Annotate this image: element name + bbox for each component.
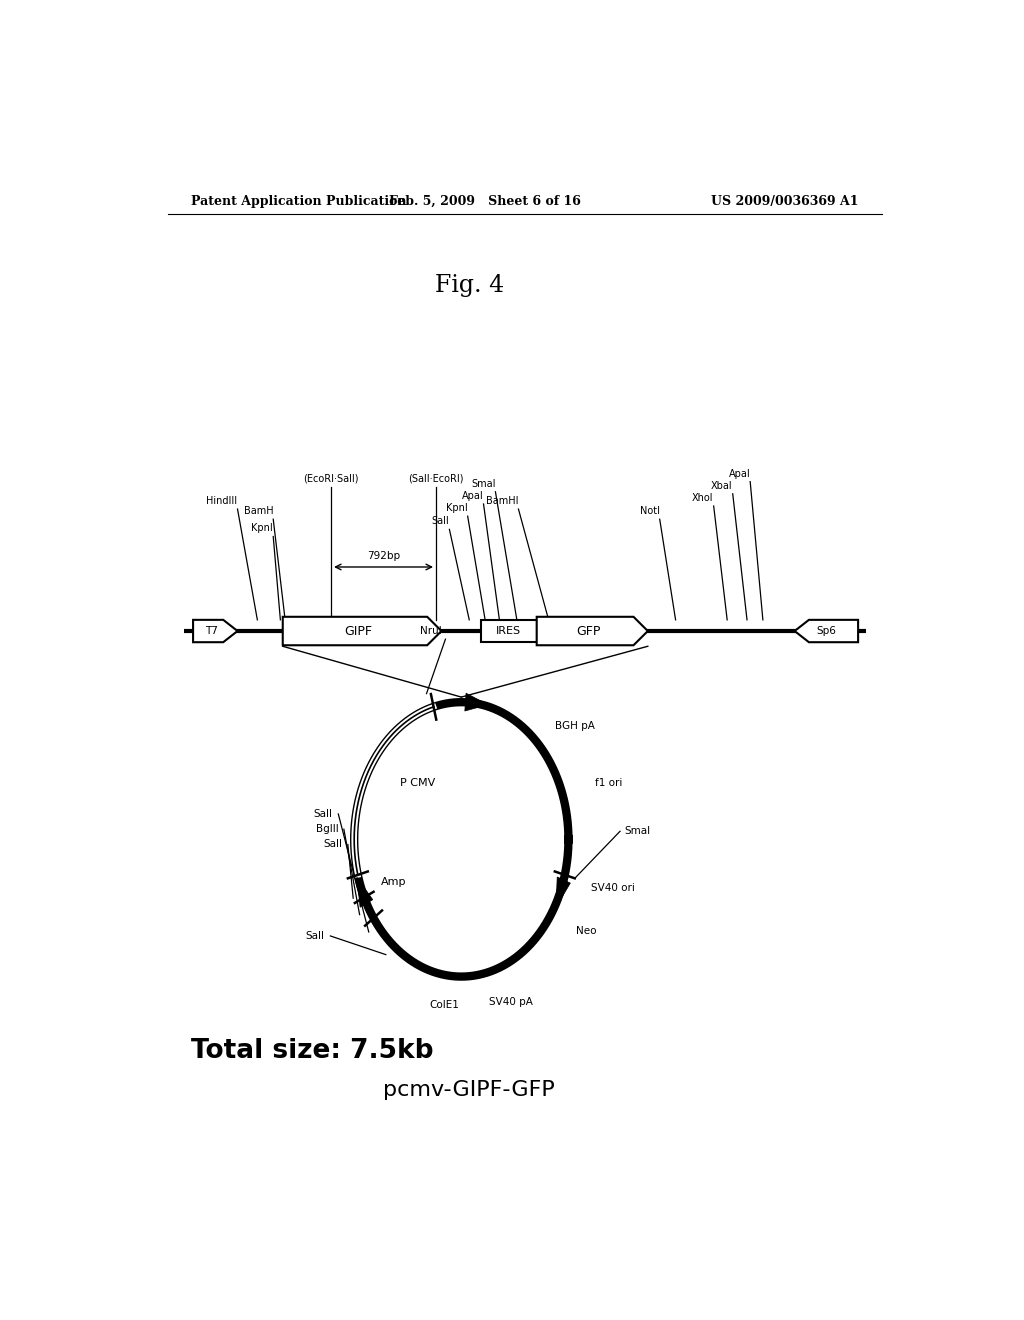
- Polygon shape: [194, 620, 238, 643]
- Text: (EcoRI·SalI): (EcoRI·SalI): [303, 474, 358, 483]
- Text: f1 ori: f1 ori: [595, 779, 622, 788]
- Text: Xbal: Xbal: [711, 480, 733, 491]
- Polygon shape: [465, 693, 488, 711]
- Text: Total size: 7.5kb: Total size: 7.5kb: [191, 1038, 434, 1064]
- Text: SV40 ori: SV40 ori: [591, 883, 635, 894]
- Text: Sp6: Sp6: [816, 626, 837, 636]
- Text: Fig. 4: Fig. 4: [434, 275, 504, 297]
- Text: BGH pA: BGH pA: [555, 721, 595, 730]
- Text: SalI: SalI: [305, 931, 324, 941]
- Text: 792bp: 792bp: [367, 550, 400, 561]
- Text: KpnI: KpnI: [445, 503, 468, 513]
- Text: BamHI: BamHI: [486, 496, 518, 506]
- Text: ApaI: ApaI: [728, 469, 751, 479]
- Polygon shape: [481, 620, 537, 643]
- Text: GFP: GFP: [577, 624, 601, 638]
- Text: ColE1: ColE1: [429, 1001, 459, 1010]
- Text: GIPF: GIPF: [344, 624, 373, 638]
- Text: Neo: Neo: [577, 925, 597, 936]
- Polygon shape: [556, 876, 570, 907]
- Polygon shape: [537, 616, 648, 645]
- Text: HindIII: HindIII: [207, 496, 238, 506]
- Text: BamH: BamH: [244, 506, 273, 516]
- Text: NruI: NruI: [420, 626, 441, 636]
- Text: Patent Application Publication: Patent Application Publication: [191, 194, 407, 207]
- Text: T7: T7: [205, 626, 218, 636]
- Text: pcmv-GIPF-GFP: pcmv-GIPF-GFP: [383, 1081, 555, 1101]
- Text: SalI: SalI: [432, 516, 450, 527]
- Text: NotI: NotI: [640, 506, 659, 516]
- Text: ApaI: ApaI: [462, 491, 483, 500]
- Polygon shape: [356, 876, 373, 907]
- Text: SalI: SalI: [313, 809, 333, 818]
- Text: BglII: BglII: [315, 824, 338, 834]
- Text: SmaI: SmaI: [624, 826, 650, 837]
- Text: SmaI: SmaI: [471, 479, 496, 488]
- Text: SV40 pA: SV40 pA: [489, 997, 534, 1007]
- Text: Feb. 5, 2009   Sheet 6 of 16: Feb. 5, 2009 Sheet 6 of 16: [389, 194, 581, 207]
- Text: Amp: Amp: [381, 876, 407, 887]
- Polygon shape: [283, 616, 441, 645]
- Text: Xhol: Xhol: [692, 492, 714, 503]
- Text: (SalI·EcoRI): (SalI·EcoRI): [409, 474, 464, 483]
- Text: IRES: IRES: [497, 626, 521, 636]
- Text: P CMV: P CMV: [400, 779, 435, 788]
- Text: KpnI: KpnI: [252, 524, 273, 533]
- Text: SalI: SalI: [324, 840, 342, 850]
- Polygon shape: [795, 620, 858, 643]
- Text: US 2009/0036369 A1: US 2009/0036369 A1: [711, 194, 858, 207]
